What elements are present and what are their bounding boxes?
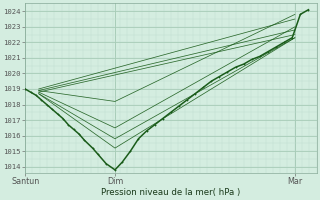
X-axis label: Pression niveau de la mer( hPa ): Pression niveau de la mer( hPa ) xyxy=(101,188,240,197)
